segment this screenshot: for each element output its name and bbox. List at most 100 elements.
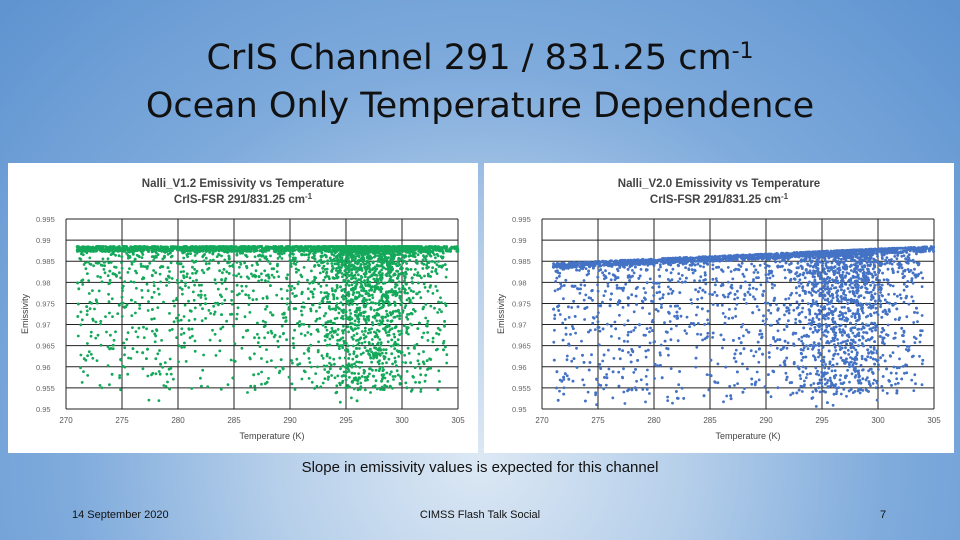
data-point <box>341 346 345 350</box>
data-point <box>378 299 382 303</box>
data-point <box>435 248 438 251</box>
data-point <box>871 382 875 385</box>
data-point <box>126 271 130 274</box>
data-point <box>93 307 96 311</box>
data-point <box>360 284 364 287</box>
data-point <box>310 290 314 294</box>
data-point <box>368 283 372 287</box>
data-point <box>360 330 364 333</box>
data-point <box>397 329 400 333</box>
data-point <box>408 252 411 255</box>
data-point <box>219 327 223 331</box>
data-point <box>558 313 562 316</box>
data-point <box>342 339 346 343</box>
data-point <box>429 275 432 278</box>
data-point <box>337 265 341 269</box>
data-point <box>194 271 198 275</box>
data-point <box>138 307 142 310</box>
data-point <box>75 245 79 249</box>
data-point <box>407 332 410 336</box>
data-point <box>291 361 294 365</box>
data-point <box>685 315 689 319</box>
y-tick-label: 0.95 <box>36 405 51 414</box>
data-point <box>180 327 184 331</box>
data-point <box>393 360 397 364</box>
data-point <box>296 322 299 325</box>
data-point <box>330 253 334 256</box>
data-point <box>106 345 110 349</box>
data-point <box>240 284 244 288</box>
data-point <box>146 347 149 351</box>
data-point <box>398 382 402 386</box>
data-point <box>343 290 347 294</box>
data-point <box>644 355 648 359</box>
data-point <box>306 278 309 282</box>
data-point <box>382 348 385 352</box>
data-point <box>404 282 408 286</box>
data-point <box>155 328 158 332</box>
data-point <box>285 248 289 251</box>
data-point <box>330 269 334 273</box>
data-point <box>409 361 412 365</box>
data-point <box>177 313 180 317</box>
data-point <box>445 361 449 365</box>
data-point <box>783 276 787 280</box>
data-point <box>403 290 407 294</box>
data-point <box>343 260 347 264</box>
data-point <box>363 329 367 333</box>
data-point <box>195 278 198 282</box>
data-point <box>217 247 221 251</box>
data-point <box>659 343 663 347</box>
data-point <box>405 262 408 265</box>
data-point <box>388 372 392 376</box>
data-point <box>257 372 260 376</box>
data-point <box>227 272 231 275</box>
data-point <box>374 331 378 335</box>
data-point <box>295 357 299 361</box>
data-point <box>190 387 194 390</box>
data-point <box>335 384 339 388</box>
data-point <box>408 258 412 262</box>
data-point <box>151 308 154 311</box>
data-point <box>247 294 250 297</box>
data-point <box>317 340 320 344</box>
data-point <box>260 382 263 386</box>
data-point <box>146 374 150 378</box>
data-point <box>269 254 272 258</box>
data-point <box>128 267 131 270</box>
data-point <box>555 276 559 280</box>
data-point <box>341 331 345 335</box>
data-point <box>162 384 166 387</box>
data-point <box>849 269 853 272</box>
data-point <box>402 324 406 328</box>
data-point <box>249 249 253 253</box>
data-point <box>121 364 125 368</box>
data-point <box>287 306 291 309</box>
data-point <box>422 282 426 286</box>
data-point <box>225 319 229 323</box>
data-point <box>410 312 414 316</box>
data-point <box>105 330 108 334</box>
data-point <box>89 248 93 251</box>
data-point <box>159 245 163 249</box>
data-point <box>145 245 149 249</box>
data-point <box>221 245 225 248</box>
data-point <box>346 265 350 268</box>
data-point <box>320 299 324 303</box>
data-point <box>375 313 379 317</box>
data-point <box>199 293 203 297</box>
data-point <box>187 319 191 322</box>
data-point <box>371 342 375 346</box>
data-point <box>324 295 328 298</box>
data-point <box>94 320 98 324</box>
data-point <box>109 253 113 256</box>
data-point <box>179 262 183 266</box>
data-point <box>132 280 136 284</box>
data-point <box>257 275 261 278</box>
data-point <box>362 296 366 300</box>
data-point <box>325 328 329 332</box>
data-point <box>308 361 312 364</box>
data-point <box>334 288 337 292</box>
data-point <box>201 307 204 311</box>
data-point <box>288 253 292 257</box>
